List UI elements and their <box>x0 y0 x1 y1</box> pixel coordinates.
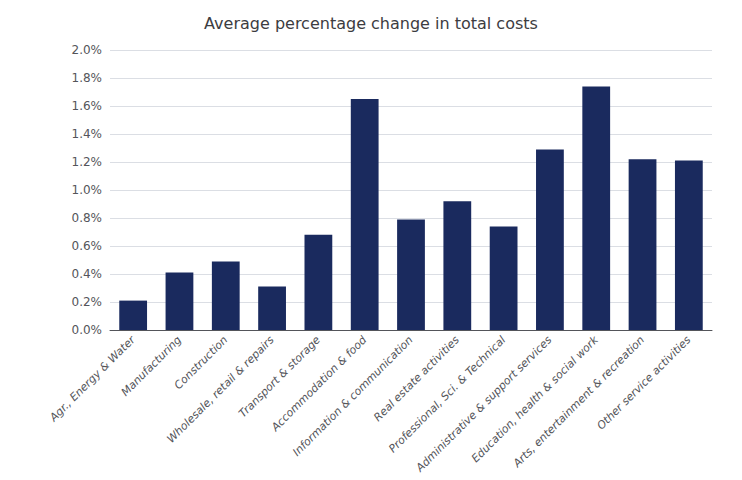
svg-text:Wholesale, retail & repairs: Wholesale, retail & repairs <box>164 333 277 446</box>
svg-text:Real estate activities: Real estate activities <box>371 333 462 424</box>
svg-text:0.4%: 0.4% <box>72 267 103 281</box>
svg-text:Accommodation & food: Accommodation & food <box>268 333 370 435</box>
svg-text:2.0%: 2.0% <box>72 43 103 57</box>
svg-text:0.6%: 0.6% <box>72 239 103 253</box>
svg-text:1.2%: 1.2% <box>72 155 103 169</box>
svg-text:Manufacturing: Manufacturing <box>119 333 184 398</box>
svg-text:0.0%: 0.0% <box>72 323 103 337</box>
svg-text:Education, health & social wor: Education, health & social work <box>469 333 601 466</box>
svg-text:0.8%: 0.8% <box>72 211 103 225</box>
svg-text:1.0%: 1.0% <box>72 183 103 197</box>
svg-text:Average percentage change in t: Average percentage change in total costs <box>204 14 538 33</box>
svg-text:Administrative & support servi: Administrative & support services <box>413 333 555 475</box>
svg-text:Professional, Sci. & Technical: Professional, Sci. & Technical <box>386 333 509 456</box>
svg-text:Agr., Energy & Water: Agr., Energy & Water <box>46 332 138 424</box>
svg-text:Construction: Construction <box>171 333 231 393</box>
svg-text:Transport & storage: Transport & storage <box>236 333 323 420</box>
svg-text:1.4%: 1.4% <box>72 127 103 141</box>
svg-text:Other service activities: Other service activities <box>594 333 693 432</box>
svg-text:1.6%: 1.6% <box>72 99 103 113</box>
svg-text:Information & communication: Information & communication <box>290 333 416 459</box>
svg-text:1.8%: 1.8% <box>72 71 103 85</box>
svg-text:Arts, entertainment & recreati: Arts, entertainment & recreation <box>510 333 648 470</box>
svg-text:0.2%: 0.2% <box>72 295 103 309</box>
